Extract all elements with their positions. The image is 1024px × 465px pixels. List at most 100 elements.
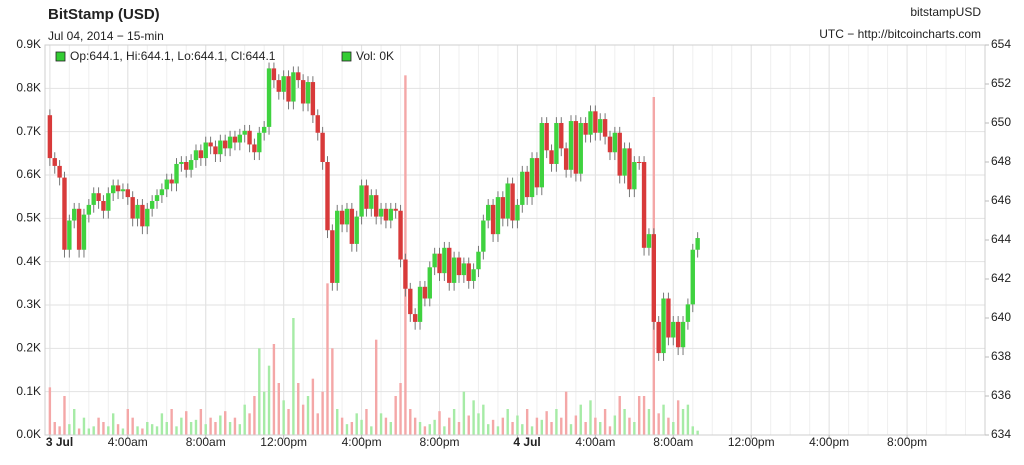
- candle-body: [174, 163, 179, 184]
- y2-tick-label: 654: [991, 37, 1011, 51]
- volume-bar: [691, 426, 694, 435]
- volume-bar: [662, 404, 665, 435]
- volume-bar: [116, 424, 120, 435]
- candle-body: [57, 165, 62, 178]
- volume-bar: [462, 391, 466, 435]
- volume-bar: [428, 424, 431, 435]
- candle-body: [505, 183, 510, 219]
- candle-body: [218, 140, 223, 155]
- candle-body: [593, 111, 598, 133]
- x-tick-label: 3 Jul: [46, 435, 73, 449]
- y2-tick-label: 640: [991, 310, 1011, 324]
- volume-bar: [141, 428, 144, 435]
- candle-body: [106, 193, 111, 211]
- candle-body: [179, 162, 184, 164]
- volume-bar: [545, 411, 548, 435]
- candle-body: [675, 321, 681, 348]
- candle-body: [490, 204, 496, 235]
- candle-body: [188, 160, 194, 170]
- volume-bar: [413, 417, 417, 435]
- volume-bar: [345, 424, 349, 435]
- candle-body: [140, 204, 145, 227]
- candle-body: [325, 162, 330, 231]
- candle-body: [422, 286, 428, 299]
- candle-body: [412, 314, 418, 322]
- candle-body: [198, 150, 204, 159]
- volume-bar: [589, 400, 592, 435]
- candle-body: [695, 238, 700, 250]
- volume-bar: [73, 409, 76, 435]
- candle-body: [476, 251, 481, 270]
- volume-bar: [657, 413, 660, 435]
- volume-bar: [560, 417, 563, 435]
- volume-bar: [448, 417, 451, 435]
- candle-body: [456, 257, 462, 276]
- x-tick-label: 8:00am: [653, 435, 693, 449]
- axes: 0.0K 0.1K 0.2K 0.3K 0.4K 0.5K 0.6K 0.7K 0.8K 0.9K…: [16, 37, 1011, 449]
- volume-bar: [603, 409, 607, 435]
- candle-body: [588, 111, 593, 135]
- grid: [45, 44, 986, 436]
- candle-body: [602, 119, 608, 137]
- candle-body: [388, 208, 394, 221]
- volume-bar: [579, 404, 582, 435]
- volume-bar: [243, 404, 246, 435]
- volume-bar: [107, 426, 110, 435]
- volume-bar: [253, 396, 256, 435]
- y-tick-label: 0.1K: [16, 384, 41, 398]
- volume-bar: [521, 424, 524, 435]
- volume-bar: [569, 424, 573, 435]
- candle-body: [257, 132, 262, 153]
- y-tick-label: 0.9K: [16, 37, 41, 51]
- volume-bar: [111, 413, 115, 435]
- volume-bar: [170, 409, 173, 435]
- volume-bar: [316, 413, 319, 435]
- candle-body: [578, 123, 583, 174]
- candle-body: [651, 234, 657, 322]
- symbol: bitstampUSD: [910, 5, 981, 19]
- candle-body: [52, 158, 57, 166]
- y2-tick-label: 638: [991, 349, 1011, 363]
- volume-bar: [53, 422, 56, 435]
- chart-title: BitStamp (USD): [48, 6, 160, 23]
- candle-body: [447, 247, 452, 283]
- candle-body: [612, 132, 618, 153]
- volume-bar: [150, 424, 154, 435]
- volume-bar: [472, 400, 475, 435]
- x-tick-label: 8:00pm: [419, 435, 459, 449]
- volume-bar: [136, 426, 139, 435]
- candle-body: [466, 263, 471, 281]
- volume-bar: [331, 348, 334, 435]
- y-tick-label: 0.4K: [16, 254, 41, 268]
- volume-bar: [686, 404, 690, 435]
- candle-body: [661, 298, 666, 354]
- candle-body: [96, 193, 101, 201]
- volume-bar: [48, 387, 52, 435]
- volume-bar: [535, 417, 539, 435]
- legend: Op:644.1, Hi:644.1, Lo:644.1, Cl:644.1 Vo…: [55, 49, 394, 63]
- candle-body: [184, 162, 189, 170]
- candle-body: [554, 123, 559, 164]
- volume-bar: [63, 396, 66, 435]
- volume-bar: [506, 409, 509, 435]
- volume-bar: [321, 391, 324, 435]
- volume-bar: [58, 426, 61, 435]
- volume-bar: [365, 409, 368, 435]
- candle-body: [617, 132, 622, 176]
- volume-bar: [467, 415, 470, 435]
- volume-bar: [676, 400, 680, 435]
- x-tick-label: 4 Jul: [513, 435, 540, 449]
- candle-body: [369, 195, 374, 209]
- volume-bar: [584, 422, 587, 435]
- volume-bar: [77, 428, 81, 435]
- candle-body: [354, 216, 359, 244]
- volume-bar: [224, 411, 227, 435]
- candle-body: [154, 195, 160, 201]
- x-tick-label: 4:00pm: [809, 435, 849, 449]
- candle-body: [417, 286, 423, 322]
- candle-body: [607, 136, 613, 153]
- volume-bar: [155, 426, 159, 435]
